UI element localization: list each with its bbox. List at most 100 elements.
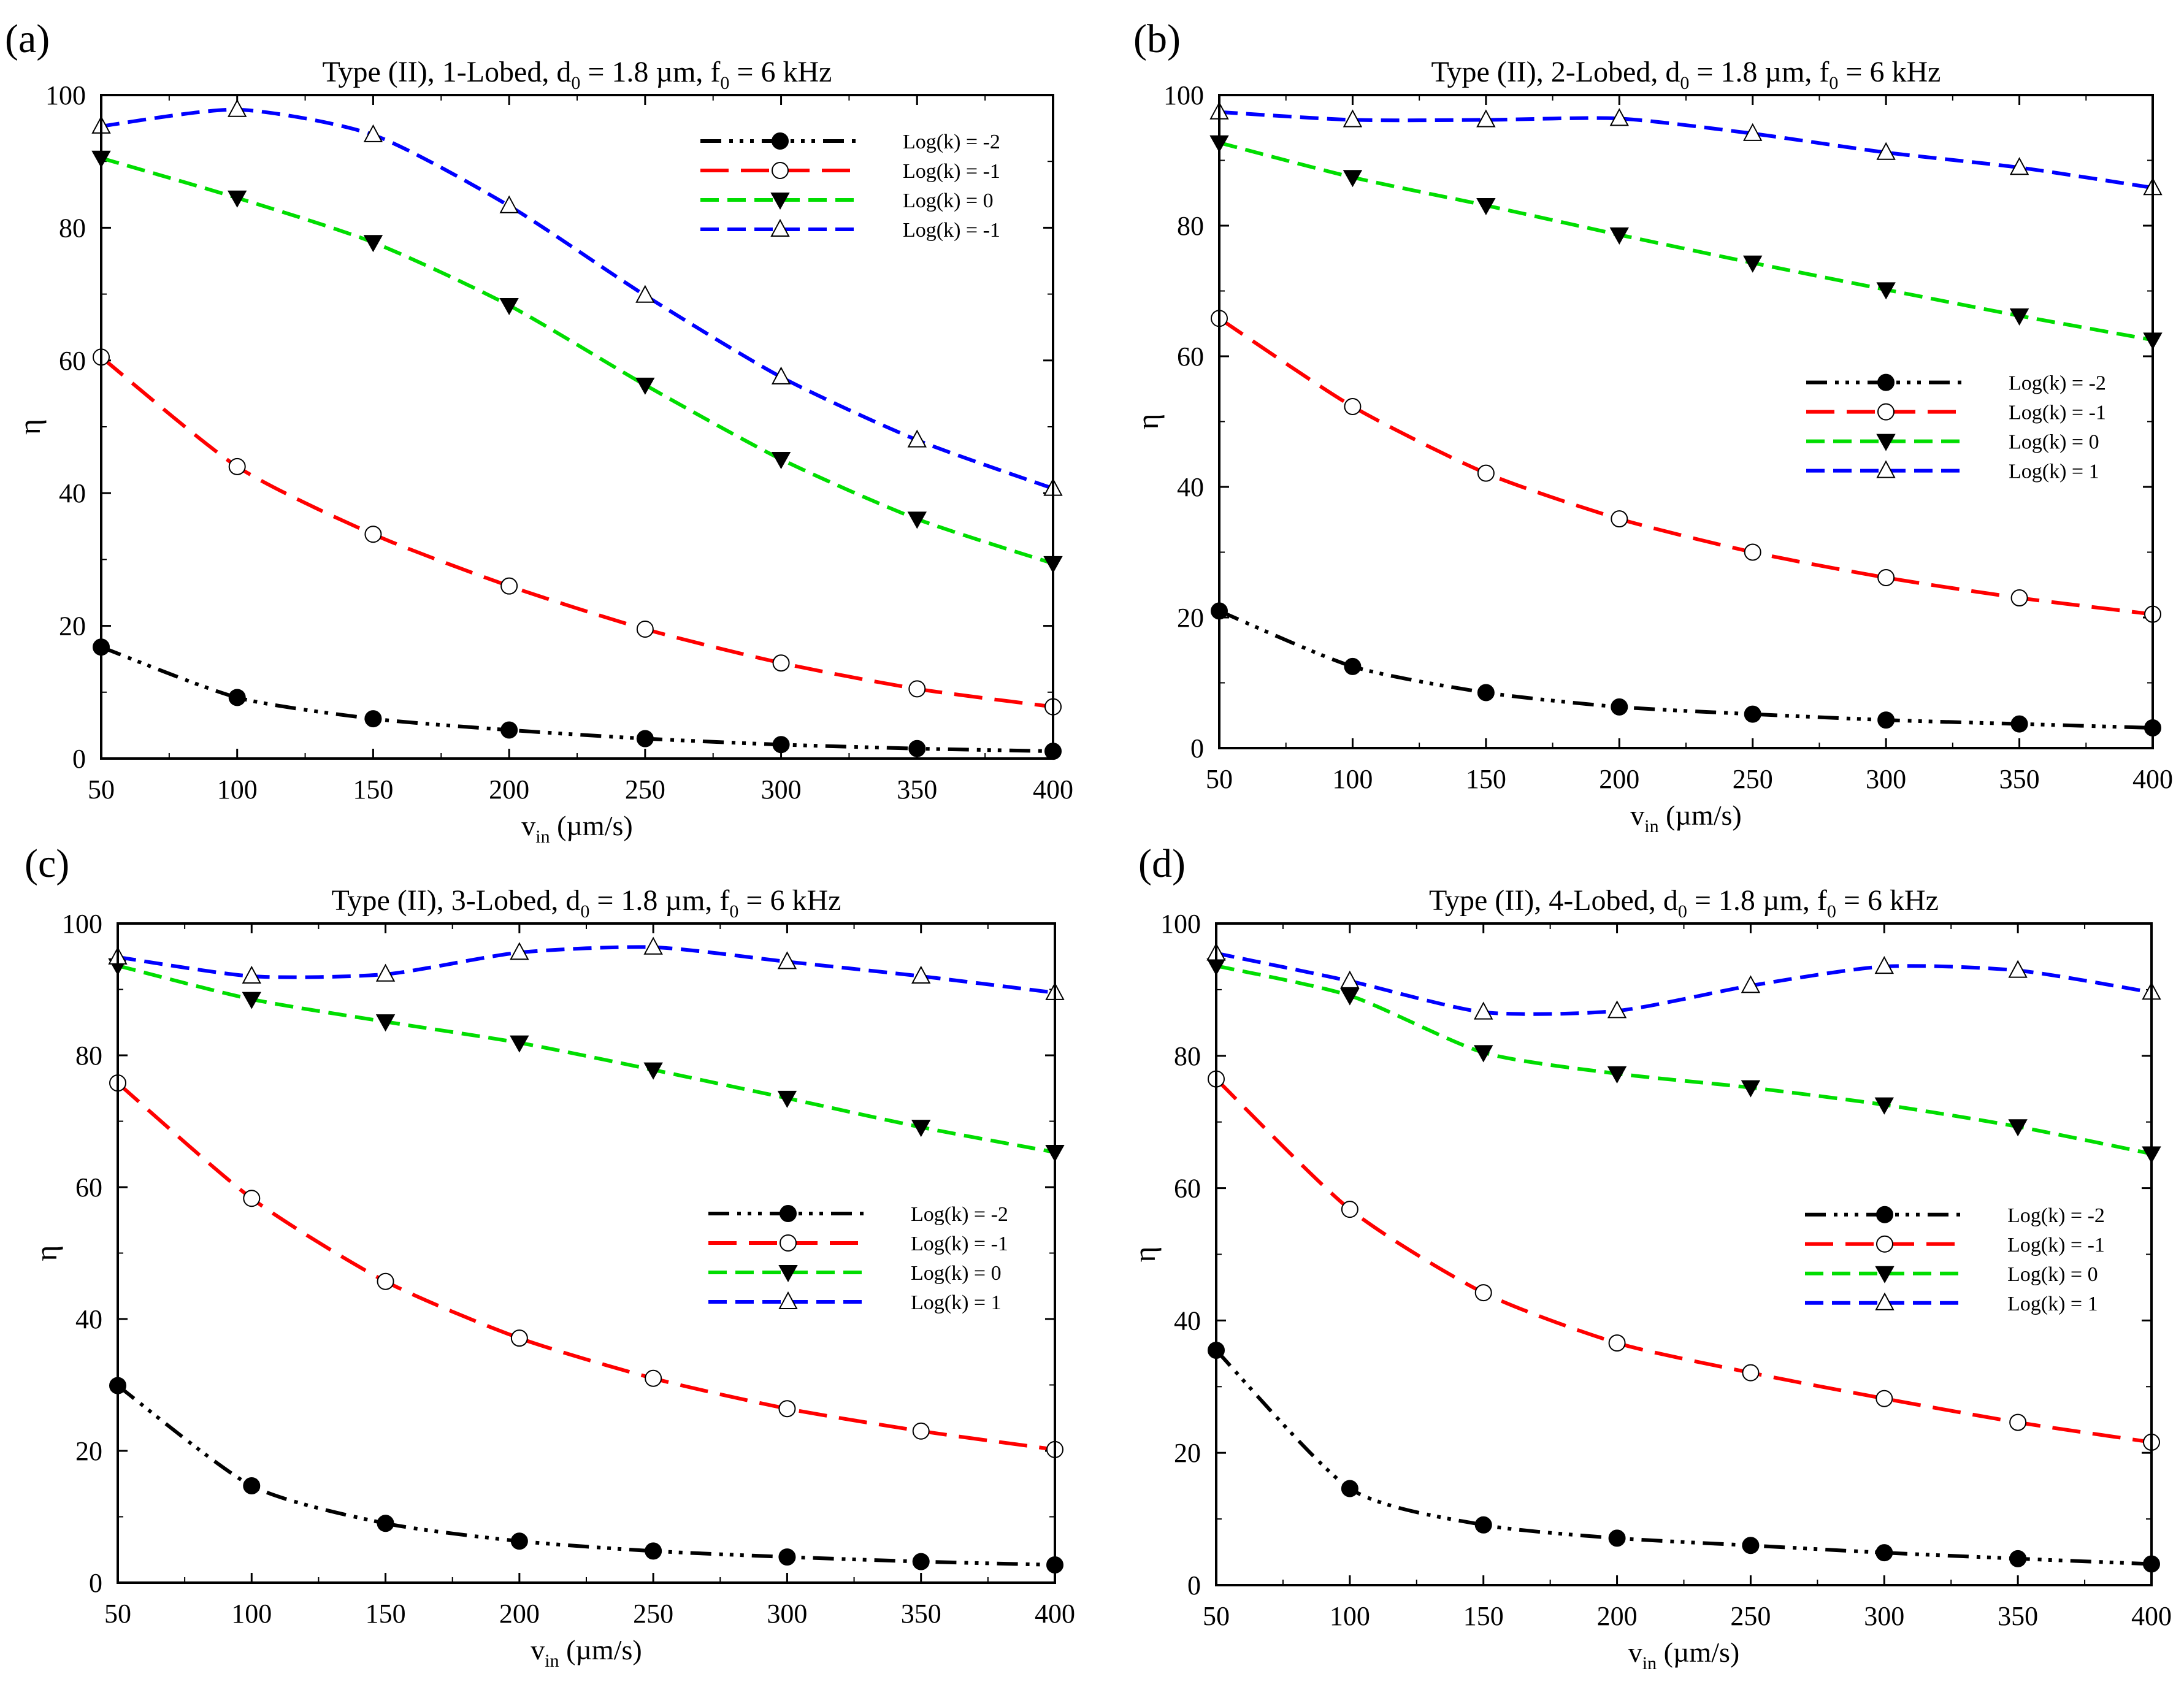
data-point (510, 1532, 528, 1550)
data-point (1876, 282, 1896, 300)
legend-item: Log(k) = 0 (708, 1262, 1002, 1285)
chart-title-text: = 1.8 µm, f (1687, 884, 1827, 917)
series-4 (91, 99, 1063, 496)
x-tick-label: 400 (2132, 764, 2173, 794)
data-point (911, 1120, 931, 1138)
y-tick-label: 60 (1177, 342, 1204, 372)
y-tick-label: 80 (1177, 211, 1204, 241)
data-point (2010, 589, 2028, 607)
x-tick-label: 50 (1203, 1601, 1230, 1631)
x-tick-label: 150 (366, 1599, 406, 1629)
x-tick-label: 350 (1998, 1601, 2038, 1631)
legend-swatch-marker (1877, 373, 1895, 391)
data-point (1741, 1080, 1761, 1098)
legend-item: Log(k) = 0 (700, 189, 994, 212)
y-tick-label: 100 (62, 909, 102, 939)
legend-label: Log(k) = -1 (903, 219, 1000, 242)
data-point (500, 577, 518, 595)
legend-label: Log(k) = 1 (911, 1291, 1002, 1314)
x-axis-label-text: v (1628, 1637, 1642, 1668)
legend-item: Log(k) = 0 (1805, 1263, 2098, 1286)
x-tick-label: 100 (217, 774, 258, 805)
x-tick-label: 200 (499, 1599, 540, 1629)
series-line (1216, 964, 2152, 1156)
panel-4: (d)Type (II), 4-Lobed, d0 = 1.8 µm, f0 =… (1127, 841, 2172, 1673)
data-point (1876, 1544, 1893, 1562)
data-point (1474, 1284, 1492, 1302)
x-tick-label: 250 (1733, 764, 1773, 794)
legend-item: Log(k) = 1 (1806, 460, 2099, 483)
x-axis-label: vin (µm/s) (521, 810, 632, 847)
y-axis-label: η (1127, 1246, 1162, 1262)
legend-item: Log(k) = 0 (1806, 431, 2099, 454)
x-tick-label: 150 (353, 774, 393, 805)
panel-letter: (b) (1133, 17, 1181, 61)
data-point (1609, 108, 1629, 126)
chart-title-subscript: 0 (580, 901, 589, 922)
data-point (911, 965, 931, 984)
x-axis-label-subscript: in (545, 1651, 559, 1671)
legend-item: Log(k) = 1 (708, 1291, 1002, 1314)
series-1 (93, 638, 1062, 760)
x-tick-label: 400 (1035, 1599, 1075, 1629)
legend-label: Log(k) = -1 (2009, 402, 2106, 424)
legend-label: Log(k) = 0 (903, 189, 994, 212)
y-tick-label: 100 (45, 80, 86, 110)
data-point (1876, 142, 1896, 160)
plot-frame (1215, 922, 2153, 1586)
data-point (1340, 970, 1360, 988)
legend-swatch-marker (780, 1205, 797, 1222)
chart-title: Type (II), 2-Lobed, d0 = 1.8 µm, f0 = 6 … (1431, 56, 1941, 93)
chart-title-subscript: 0 (1829, 73, 1838, 93)
data-point (1876, 1390, 1893, 1407)
data-point (635, 377, 655, 395)
data-point (1474, 1516, 1492, 1534)
data-point (243, 1190, 261, 1207)
x-tick-label: 100 (1332, 764, 1373, 794)
data-point (1877, 569, 1895, 587)
series-2 (1211, 310, 2161, 623)
y-tick-label: 40 (1177, 472, 1204, 502)
panel-3: (c)Type (II), 3-Lobed, d0 = 1.8 µm, f0 =… (25, 841, 1075, 1671)
chart-title-text: Type (II), 2-Lobed, d (1431, 56, 1680, 88)
x-tick-label: 200 (1597, 1601, 1638, 1631)
data-point (771, 366, 791, 384)
x-tick-label: 300 (761, 774, 802, 805)
data-point (2009, 157, 2029, 175)
y-tick-label: 60 (75, 1172, 102, 1202)
y-tick-label: 100 (1163, 80, 1204, 110)
chart-title-text: Type (II), 3-Lobed, d (332, 884, 581, 917)
legend-item: Log(k) = -2 (1805, 1204, 2105, 1227)
data-point (1341, 1201, 1358, 1218)
series-3 (1206, 958, 2161, 1164)
chart-title-text: Type (II), 4-Lobed, d (1429, 884, 1678, 917)
data-point (778, 1548, 796, 1566)
chart-title-text: = 6 kHz (1836, 884, 1939, 917)
data-point (635, 285, 655, 303)
chart-title-text: = 1.8 µm, f (589, 884, 729, 917)
data-point (1343, 109, 1363, 128)
x-axis-label: vin (µm/s) (1628, 1637, 1739, 1673)
data-point (500, 721, 518, 739)
legend-label: Log(k) = 0 (2009, 431, 2099, 454)
legend-swatch-marker (1875, 1292, 1895, 1310)
series-line (117, 945, 1056, 995)
data-point (1608, 1529, 1626, 1547)
series-1 (1208, 1341, 2160, 1573)
data-point (1477, 684, 1495, 702)
data-point (1608, 1334, 1626, 1352)
x-axis-label-text: v (531, 1634, 545, 1665)
y-tick-label: 20 (59, 611, 86, 641)
data-point (645, 1369, 662, 1387)
y-tick-label: 60 (59, 346, 86, 376)
series-line (101, 107, 1054, 491)
x-tick-label: 200 (489, 774, 529, 805)
y-axis-label: η (12, 419, 47, 435)
legend-label: Log(k) = -2 (2007, 1204, 2105, 1227)
data-point (1343, 170, 1363, 188)
legend-swatch-marker (770, 193, 790, 210)
series-line (1219, 110, 2153, 190)
legend-label: Log(k) = -1 (911, 1233, 1008, 1255)
